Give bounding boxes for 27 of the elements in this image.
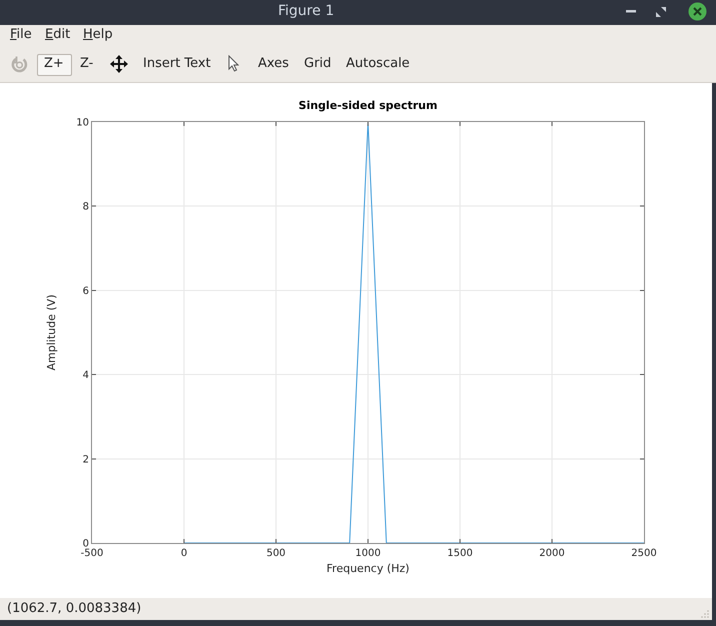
x-tick-label: 1000 <box>355 548 381 559</box>
text: Z- <box>80 56 94 72</box>
chart-title: Single-sided spectrum <box>298 98 438 112</box>
y-tick-label: 4 <box>82 370 89 382</box>
y-tick-label: 10 <box>76 118 89 128</box>
text: (1062.7, 0.0083384) <box>7 601 142 617</box>
x-tick-label: 1500 <box>447 548 473 559</box>
y-axis-title: Amplitude (V) <box>44 294 58 370</box>
x-tick-label: 2000 <box>539 548 565 559</box>
caption: Figure 1 <box>278 3 334 19</box>
x-tick-label: 2500 <box>631 548 657 559</box>
y-tick-label: 2 <box>82 454 89 466</box>
text: Axes <box>258 56 289 72</box>
text: Help <box>83 27 113 43</box>
x-tick-label: 500 <box>266 548 286 559</box>
text: File <box>10 27 32 43</box>
text: Grid <box>304 56 332 72</box>
x-tick-label: 0 <box>180 548 188 559</box>
y-tick-label: 0 <box>82 538 89 550</box>
text: Autoscale <box>346 56 410 72</box>
y-tick-label: 6 <box>82 286 89 297</box>
text: Insert Text <box>143 56 211 72</box>
text: Z+ <box>44 56 64 72</box>
x-tick-label: -500 <box>80 548 104 559</box>
text: Edit <box>45 27 70 43</box>
x-axis-title: Frequency (Hz) <box>326 562 410 576</box>
y-tick-label: 8 <box>82 202 89 213</box>
